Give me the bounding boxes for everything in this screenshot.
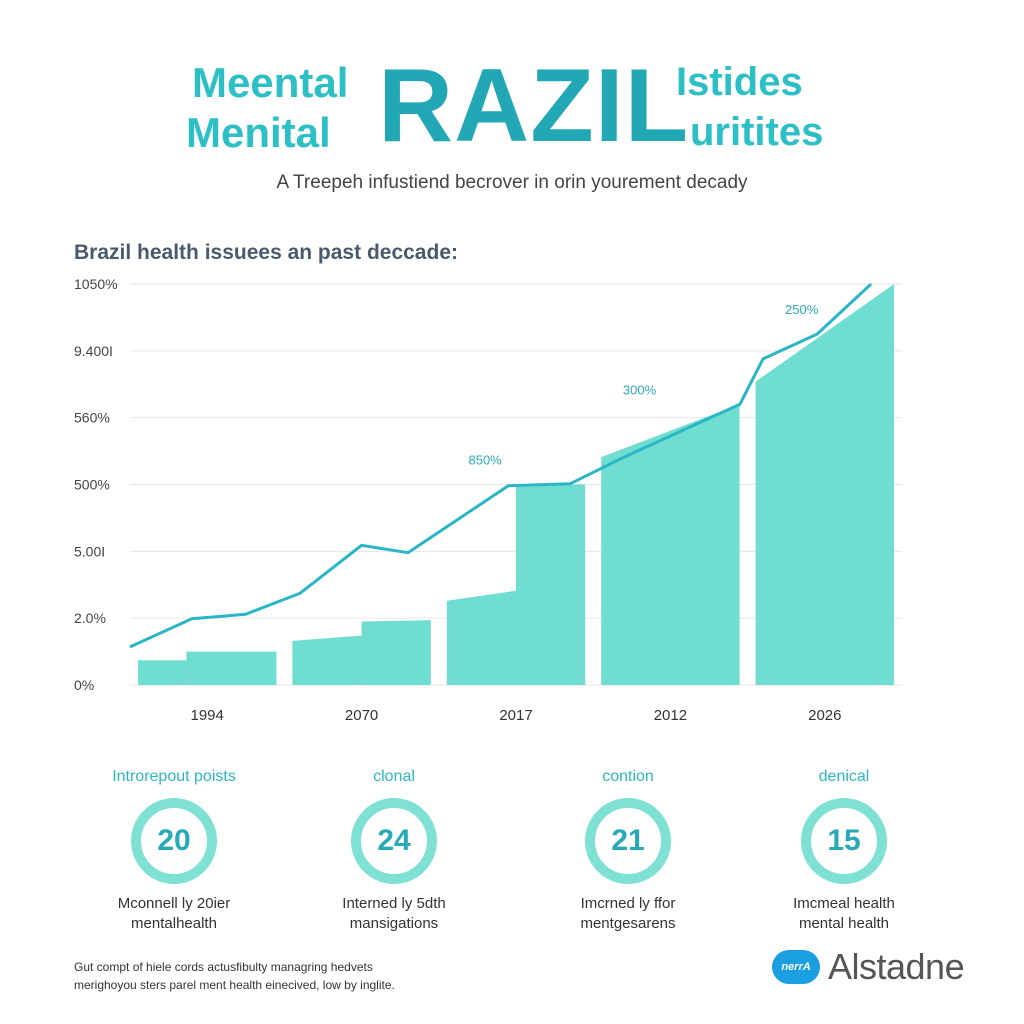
page-subtitle: A Treepeh infustiend becrover in orin yo… bbox=[276, 172, 748, 193]
stat-ring: 20 bbox=[131, 798, 217, 884]
bar-segment bbox=[292, 635, 362, 685]
stat-description: Imcrned ly ffor mentgesarens bbox=[518, 894, 738, 934]
stat-card-4: denical 15 Imcmeal health mental health bbox=[734, 764, 954, 934]
footer-line1: Gut compt of hiele cords actusfibulty ma… bbox=[74, 960, 373, 974]
chart-title: Brazil health issuees an past deccade: bbox=[74, 241, 458, 264]
bar-segment bbox=[601, 404, 740, 685]
y-tick-label: 560% bbox=[74, 410, 110, 426]
stat-value: 15 bbox=[827, 824, 861, 857]
x-tick-label: 1994 bbox=[191, 707, 224, 724]
bar-segment bbox=[755, 284, 894, 685]
stat-desc-line2: mentgesarens bbox=[580, 915, 676, 932]
header-word-bottom-right: uritites bbox=[690, 110, 824, 154]
y-tick-label: 5.00I bbox=[74, 543, 105, 559]
stat-label: contion bbox=[602, 768, 654, 785]
stat-value: 20 bbox=[157, 824, 191, 857]
x-tick-label: 2070 bbox=[345, 707, 378, 724]
stat-desc-line1: Imcmeal health bbox=[793, 895, 895, 912]
stat-card-3: contion 21 Imcrned ly ffor mentgesarens bbox=[518, 764, 738, 934]
y-tick-label: 1050% bbox=[74, 276, 118, 292]
stat-card-1: Introrepout poists 20 Mconnell ly 20ier … bbox=[64, 764, 284, 934]
stat-ring: 15 bbox=[801, 798, 887, 884]
bar-segment bbox=[446, 590, 516, 685]
stat-label: clonal bbox=[373, 768, 415, 785]
stat-ring: 21 bbox=[585, 798, 671, 884]
y-tick-label: 2.0% bbox=[74, 610, 106, 626]
bar-segment bbox=[186, 651, 277, 685]
y-tick-label: 0% bbox=[74, 677, 94, 693]
data-label: 850% bbox=[468, 452, 502, 467]
stat-card-2: clonal 24 Interned ly 5dth mansigations bbox=[284, 764, 504, 934]
footer-note: Gut compt of hiele cords actusfibulty ma… bbox=[74, 958, 454, 994]
stat-desc-line2: mental health bbox=[798, 915, 890, 932]
bar-segment bbox=[516, 484, 586, 685]
stat-desc-line2: mansigations bbox=[349, 915, 439, 932]
stat-label: Introrepout poists bbox=[112, 768, 236, 785]
stat-ring: 24 bbox=[351, 798, 437, 884]
x-tick-label: 2026 bbox=[808, 707, 841, 724]
footer-line2: merighoyou sters parel ment health einec… bbox=[74, 978, 395, 992]
stat-description: Imcmeal health mental health bbox=[734, 894, 954, 934]
stat-description: Mconnell ly 20ier mentalhealth bbox=[64, 894, 284, 934]
brand-logo: nerrA Alstadne bbox=[772, 946, 965, 988]
x-tick-label: 2012 bbox=[654, 707, 687, 724]
x-tick-label: 2017 bbox=[499, 707, 532, 724]
bar-line-chart: 1050% 9.400I 560% 500% 5.00I 2.0% 0% 1994 2070 20… bbox=[74, 276, 902, 724]
stat-desc-line1: Mconnell ly 20ier bbox=[117, 895, 231, 912]
trend-line bbox=[129, 282, 873, 649]
stat-desc-line1: Imcrned ly ffor bbox=[580, 895, 676, 912]
header-word-top-left: Meental bbox=[192, 59, 349, 106]
y-tick-label: 500% bbox=[74, 477, 110, 493]
stat-value: 24 bbox=[377, 824, 411, 857]
stat-value: 21 bbox=[611, 824, 645, 857]
stat-desc-line2: mentalhealth bbox=[131, 915, 217, 932]
data-label: 300% bbox=[623, 382, 657, 397]
stat-label: denical bbox=[818, 768, 870, 785]
stat-description: Interned ly 5dth mansigations bbox=[284, 894, 504, 934]
y-tick-label: 9.400I bbox=[74, 343, 113, 359]
stat-desc-line1: Interned ly 5dth bbox=[342, 895, 446, 912]
header-word-top-right: Istides bbox=[676, 60, 803, 104]
cloud-logo-icon: nerrA bbox=[772, 950, 820, 984]
data-label: 250% bbox=[785, 302, 819, 317]
header-word-big: RAZIL bbox=[378, 48, 690, 164]
bar-segment bbox=[361, 620, 431, 685]
logo-text: Alstadne bbox=[828, 946, 965, 987]
header-word-bottom-left: Menital bbox=[186, 109, 331, 156]
bar-segment bbox=[138, 660, 187, 685]
